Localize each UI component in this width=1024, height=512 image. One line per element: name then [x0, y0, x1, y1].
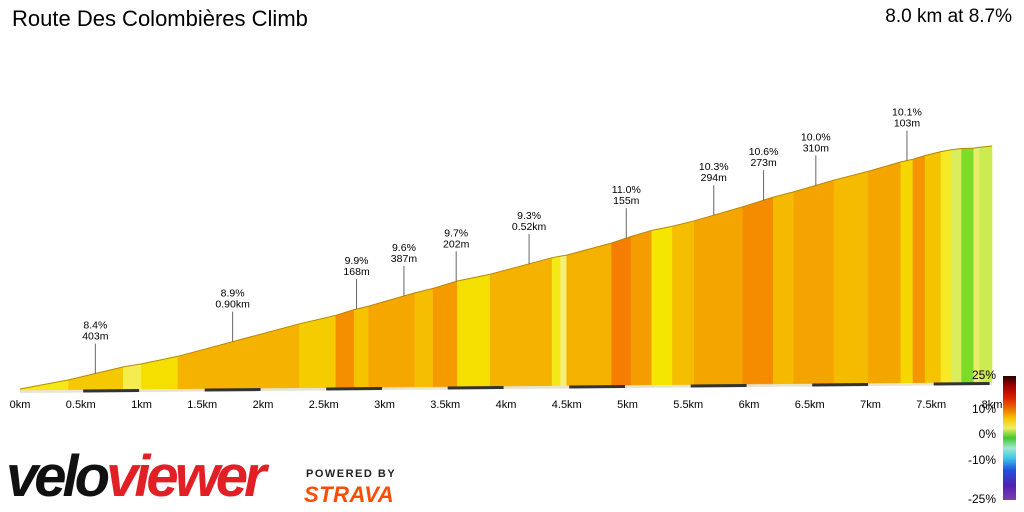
- x-tick-label: 4km: [496, 399, 517, 411]
- x-tick-label: 6.5km: [795, 399, 825, 411]
- profile-segment: [353, 305, 370, 388]
- profile-segment: [335, 309, 355, 388]
- annotation-length: 202m: [443, 238, 470, 250]
- profile-segment: [912, 155, 926, 383]
- annotation-gradient: 10.0%: [801, 131, 831, 143]
- x-tick-label: 0km: [10, 399, 31, 411]
- annotation-length: 273m: [750, 157, 777, 169]
- x-tick-label: 3km: [374, 399, 395, 411]
- profile-segment: [924, 151, 942, 383]
- x-tick-label: 1km: [131, 399, 152, 411]
- profile-segment: [793, 179, 835, 384]
- profile-segment: [368, 292, 416, 388]
- x-tick-label: 7.5km: [916, 399, 946, 411]
- profile-segment: [772, 191, 795, 385]
- annotation-gradient: 10.6%: [749, 146, 779, 158]
- annotation-gradient: 8.4%: [83, 320, 107, 332]
- profile-segment: [611, 236, 632, 386]
- profile-segment: [560, 254, 568, 386]
- logo-velo: velo: [6, 444, 110, 509]
- annotation-length: 294m: [701, 172, 728, 184]
- strava-logo[interactable]: STRAVA: [304, 482, 395, 507]
- annotation-gradient: 8.9%: [221, 288, 245, 300]
- profile-segment: [867, 161, 902, 384]
- annotation-gradient: 10.1%: [892, 107, 922, 119]
- profile-outline: [19, 145, 993, 390]
- x-tick-label: 5.5km: [673, 399, 703, 411]
- annotation-gradient: 9.9%: [345, 255, 369, 267]
- profile-segment: [141, 355, 179, 390]
- annotation-gradient: 10.3%: [699, 161, 729, 173]
- gradient-legend-label: -25%: [968, 492, 996, 506]
- annotation-length: 0.90km: [215, 299, 250, 311]
- annotation-length: 387m: [391, 253, 418, 265]
- powered-by-label: POWERED BY: [306, 468, 397, 480]
- profile-segment: [833, 170, 869, 384]
- x-tick-label: 0.5km: [66, 399, 96, 411]
- x-tick-label: 8km: [982, 399, 1003, 411]
- ground-strip: [20, 382, 992, 393]
- profile-segment: [651, 225, 673, 386]
- profile-segment: [414, 287, 434, 388]
- profile-segment: [940, 149, 953, 383]
- logo-viewer: viewer: [106, 444, 267, 509]
- x-tick-label: 7km: [860, 399, 881, 411]
- annotation-length: 155m: [613, 195, 640, 207]
- gradient-legend-label: -10%: [968, 453, 996, 467]
- x-tick-label: 6km: [739, 399, 760, 411]
- profile-segment: [672, 220, 695, 385]
- gradient-legend-label: 25%: [972, 368, 996, 382]
- annotation-gradient: 11.0%: [612, 184, 641, 196]
- gradient-legend-label: 10%: [972, 402, 996, 416]
- x-tick-label: 2km: [253, 399, 274, 411]
- annotation-length: 103m: [894, 118, 921, 130]
- profile-segment: [489, 257, 553, 387]
- annotation-length: 168m: [343, 266, 370, 278]
- annotation-gradient: 9.7%: [444, 227, 468, 239]
- annotation-length: 0.52km: [512, 221, 547, 233]
- annotation-length: 403m: [82, 331, 109, 343]
- profile-segment: [973, 146, 981, 383]
- veloviewer-logo[interactable]: veloviewer: [6, 448, 267, 506]
- profile-segment: [457, 273, 491, 387]
- page-title: Route Des Colombières Climb: [12, 6, 308, 31]
- profile-segment: [177, 323, 300, 390]
- profile-segment: [566, 242, 613, 386]
- profile-segment: [551, 255, 561, 386]
- profile-segment: [122, 363, 142, 390]
- climb-summary: 8.0 km at 8.7%: [885, 6, 1012, 27]
- x-tick-label: 3.5km: [430, 399, 460, 411]
- gradient-legend-label: 0%: [979, 427, 997, 441]
- annotation-gradient: 9.6%: [392, 242, 416, 254]
- profile-segment: [742, 196, 774, 385]
- annotation-length: 310m: [803, 142, 830, 154]
- profile-segment: [961, 147, 975, 383]
- profile-segments: [19, 145, 993, 391]
- gradient-legend-bar: [1003, 376, 1016, 500]
- profile-segment: [900, 158, 914, 384]
- profile-segment: [299, 315, 337, 389]
- profile-segment: [979, 145, 993, 383]
- x-tick-label: 5km: [617, 399, 638, 411]
- profile-segment: [432, 280, 458, 387]
- profile-segment: [694, 206, 744, 385]
- profile-segment: [630, 229, 653, 386]
- x-tick-label: 1.5km: [187, 399, 217, 411]
- x-tick-label: 2.5km: [309, 399, 339, 411]
- profile-segment: [951, 148, 962, 383]
- x-tick-label: 4.5km: [552, 399, 582, 411]
- annotation-gradient: 9.3%: [517, 210, 541, 222]
